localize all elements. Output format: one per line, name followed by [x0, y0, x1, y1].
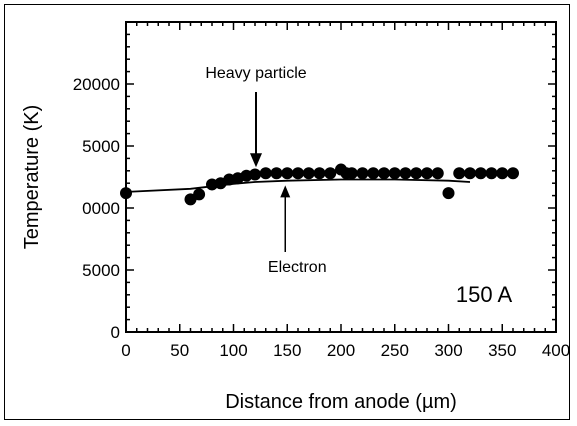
heavy-particle-point	[302, 167, 315, 180]
heavy-particle-point	[399, 167, 412, 180]
heavy-particle-point	[507, 167, 519, 180]
electron-arrowhead	[280, 185, 291, 198]
y-tick-label: 5000	[82, 137, 120, 156]
heavy-particle-point	[345, 167, 358, 180]
heavy-particle-point	[496, 167, 509, 180]
heavy-particle-point	[410, 167, 423, 180]
heavy-particle-series	[120, 163, 519, 206]
x-tick-label: 300	[434, 341, 462, 360]
heavy-particle-point	[193, 188, 206, 201]
heavy-particle-point	[313, 167, 326, 180]
heavy-particle-point	[485, 167, 498, 180]
y-tick-labels: 0 5000 0000 5000 20000	[73, 75, 120, 342]
annotations: Heavy particle Electron 150 A	[205, 65, 512, 307]
heavy-particle-point	[259, 167, 272, 180]
heavy-particle-point	[442, 187, 455, 200]
x-tick-label: 0	[121, 341, 130, 360]
x-tick-label: 200	[327, 341, 355, 360]
heavy-particle-point	[249, 168, 261, 181]
heavy-particle-point	[292, 167, 304, 180]
heavy-particle-point	[120, 187, 132, 200]
x-tick-label: 150	[273, 341, 301, 360]
heavy-particle-point	[367, 167, 380, 180]
heavy-particle-arrowhead	[250, 153, 262, 168]
x-axis-title: Distance from anode (µm)	[225, 391, 457, 413]
x-tick-label: 250	[381, 341, 409, 360]
heavy-particle-point	[453, 167, 466, 180]
y-tick-label: 0000	[82, 199, 120, 218]
x-tick-label: 100	[219, 341, 247, 360]
x-tick-labels: 0 50 100 150 200 250 300 350 400	[121, 341, 570, 360]
current-label: 150 A	[456, 282, 513, 307]
heavy-particle-point	[421, 167, 433, 180]
x-tick-label: 350	[488, 341, 516, 360]
heavy-particle-point	[281, 167, 294, 180]
y-tick-label: 0	[111, 323, 120, 342]
y-tick-label: 5000	[82, 261, 120, 280]
y-axis-title: Temperature (K)	[21, 105, 43, 250]
heavy-particle-point	[270, 167, 283, 180]
y-tick-label: 20000	[73, 75, 120, 94]
heavy-particle-point	[388, 167, 401, 180]
electron-series	[125, 178, 471, 193]
heavy-particle-label: Heavy particle	[205, 65, 306, 82]
heavy-particle-point	[431, 167, 444, 180]
heavy-particle-point	[356, 167, 369, 180]
heavy-particle-point	[324, 167, 337, 180]
heavy-particle-point	[464, 167, 476, 180]
electron-line	[125, 178, 471, 193]
figure-frame	[4, 4, 570, 420]
electron-label: Electron	[268, 259, 327, 276]
heavy-particle-point	[378, 167, 390, 180]
heavy-particle-point	[474, 167, 487, 180]
axis-ticks	[125, 21, 557, 333]
x-tick-label: 400	[542, 341, 570, 360]
x-tick-label: 50	[170, 341, 189, 360]
